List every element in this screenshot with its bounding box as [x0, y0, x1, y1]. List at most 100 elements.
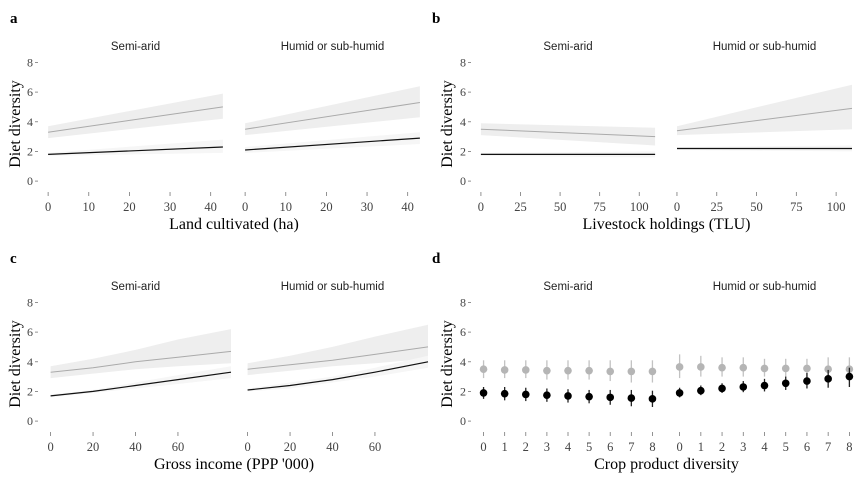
facet-humid: Humid or sub-humid 0 25 50 75 100: [674, 41, 853, 214]
x-tick-label: 20: [87, 440, 100, 454]
y-tick-label: 4: [460, 115, 466, 129]
x-tick-label: 5: [783, 440, 789, 454]
x-tick-label: 20: [123, 200, 136, 214]
upper-fit-line: [480, 128, 656, 138]
facet-strip-label: Humid or sub-humid: [281, 281, 385, 293]
y-tick-label: 6: [27, 325, 33, 339]
lower-point: [648, 395, 657, 403]
lower-point: [543, 391, 551, 399]
lower-confidence-band: [50, 366, 231, 398]
upper-fit-line: [245, 102, 420, 130]
x-tick-label: 2: [523, 440, 529, 454]
x-tick-label: 40: [204, 200, 217, 214]
panel-letter: a: [10, 11, 18, 27]
upper-point: [739, 363, 748, 372]
y-tick-label: 6: [460, 85, 466, 99]
lower-fit-line: [245, 137, 420, 151]
lower-point: [739, 383, 748, 391]
x-tick-label: 10: [83, 200, 96, 214]
upper-point: [500, 366, 509, 374]
facet-semi-arid: Semi-arid 0 20 40 60: [47, 281, 232, 454]
upper-fit-line: [676, 107, 853, 132]
lower-point: [803, 377, 811, 385]
x-axis-label: Gross income (PPP '000): [154, 456, 314, 473]
lower-point: [845, 372, 854, 381]
lower-fit-line: [247, 361, 429, 391]
upper-point: [781, 364, 790, 373]
upper-confidence-band: [677, 84, 852, 136]
lower-point: [697, 386, 705, 395]
lower-point: [760, 381, 769, 390]
facet-strip-label: Humid or sub-humid: [713, 281, 817, 293]
facet-strip-label: Semi-arid: [543, 281, 592, 293]
upper-point: [543, 366, 551, 375]
upper-point: [606, 367, 615, 376]
facet-strip-label: Semi-arid: [111, 41, 160, 53]
y-tick-label: 0: [27, 174, 33, 188]
facet-humid: Humid or sub-humid 0 20 40 60: [244, 281, 429, 454]
lower-point: [781, 379, 790, 388]
panel-b: b Diet diversity 0 2 4 6 8 Livestock holdings (…: [432, 11, 853, 233]
x-tick-label: 60: [172, 440, 185, 454]
facet-semi-arid: Semi-arid 0 10 20 30 40: [45, 41, 223, 214]
upper-fit-line: [50, 350, 232, 373]
y-tick-label: 4: [27, 115, 33, 129]
upper-point: [718, 363, 726, 372]
x-tick-label: 4: [565, 440, 572, 454]
facet-strip-label: Semi-arid: [111, 281, 160, 293]
lower-point: [627, 394, 636, 402]
x-tick-label: 3: [740, 440, 746, 454]
y-tick-label: 6: [27, 85, 33, 99]
y-tick-label: 2: [27, 144, 33, 158]
upper-point: [564, 366, 572, 375]
x-tick-label: 8: [649, 440, 655, 454]
x-tick-label: 0: [47, 440, 53, 454]
x-tick-label: 50: [554, 200, 567, 214]
x-tick-label: 0: [480, 440, 486, 454]
x-tick-label: 0: [674, 200, 680, 214]
x-tick-label: 0: [478, 200, 484, 214]
x-tick-label: 6: [804, 440, 810, 454]
facet-strip-label: Semi-arid: [543, 41, 592, 53]
upper-point: [648, 367, 657, 376]
x-axis-label: Land cultivated (ha): [169, 216, 299, 233]
upper-point: [803, 364, 811, 373]
x-tick-label: 20: [320, 200, 333, 214]
facet-semi-arid: Semi-arid 0 25 50 75 100: [478, 41, 656, 214]
facet-strip-label: Humid or sub-humid: [713, 41, 817, 53]
y-tick-label: 8: [460, 55, 466, 69]
y-tick-label: 4: [460, 355, 466, 369]
upper-point: [521, 366, 530, 374]
x-tick-label: 40: [401, 200, 414, 214]
panel-letter: c: [10, 251, 17, 267]
x-tick-label: 25: [711, 200, 724, 214]
x-tick-label: 7: [628, 440, 634, 454]
upper-fit-line: [247, 346, 429, 370]
x-tick-label: 50: [750, 200, 763, 214]
facet-semi-arid: Semi-arid 0 1 2 3 4 5 6 7 8: [479, 281, 657, 454]
upper-confidence-band: [50, 329, 231, 379]
x-tick-label: 3: [544, 440, 550, 454]
x-tick-label: 1: [502, 440, 508, 454]
lower-confidence-band: [48, 139, 223, 156]
upper-point: [697, 363, 705, 371]
y-tick-label: 0: [460, 414, 466, 428]
x-tick-label: 20: [284, 440, 297, 454]
upper-point: [760, 364, 769, 373]
lower-fit-line: [50, 371, 232, 397]
lower-point: [479, 389, 488, 397]
x-tick-label: 10: [280, 200, 293, 214]
y-axis-label: Diet diversity: [439, 320, 456, 408]
x-tick-label: 100: [630, 200, 649, 214]
lower-point: [718, 384, 726, 393]
x-tick-label: 4: [761, 440, 768, 454]
upper-confidence-band: [245, 86, 420, 136]
x-tick-label: 6: [607, 440, 613, 454]
y-tick-label: 8: [460, 295, 466, 309]
lower-point: [585, 392, 593, 401]
x-tick-label: 40: [129, 440, 142, 454]
lower-fit-line: [48, 146, 223, 155]
